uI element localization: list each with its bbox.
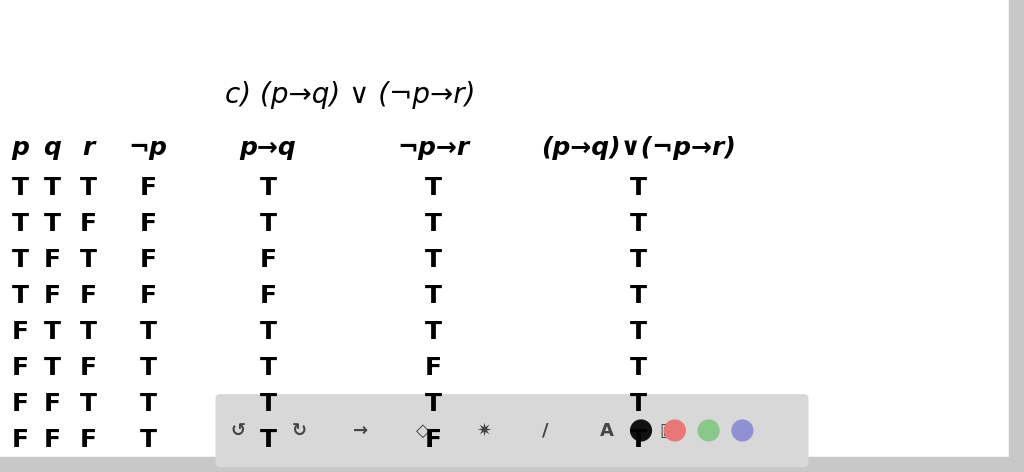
Text: F: F	[139, 248, 157, 272]
Text: F: F	[425, 356, 441, 380]
Text: T: T	[630, 320, 646, 344]
Text: F: F	[80, 284, 96, 308]
Text: F: F	[11, 356, 29, 380]
Text: r: r	[82, 136, 94, 160]
Text: F: F	[11, 320, 29, 344]
Text: T: T	[11, 284, 29, 308]
Text: F: F	[259, 248, 276, 272]
Text: T: T	[139, 392, 157, 416]
Circle shape	[732, 420, 753, 441]
Text: F: F	[80, 212, 96, 236]
Text: ✷: ✷	[476, 421, 492, 440]
Text: T: T	[11, 176, 29, 200]
Text: T: T	[630, 356, 646, 380]
Text: T: T	[43, 356, 60, 380]
Text: T: T	[425, 320, 441, 344]
Text: F: F	[43, 284, 60, 308]
Text: T: T	[80, 392, 96, 416]
Text: (p→q)∨(¬p→r): (p→q)∨(¬p→r)	[541, 136, 735, 160]
Text: ¬p→r: ¬p→r	[397, 136, 469, 160]
Text: F: F	[11, 392, 29, 416]
Text: F: F	[139, 212, 157, 236]
Text: ◇: ◇	[416, 421, 429, 440]
Text: T: T	[630, 284, 646, 308]
Text: T: T	[43, 176, 60, 200]
Text: T: T	[630, 428, 646, 452]
Text: p: p	[11, 136, 29, 160]
Circle shape	[631, 420, 651, 441]
Text: T: T	[630, 248, 646, 272]
Text: T: T	[11, 212, 29, 236]
Text: T: T	[630, 212, 646, 236]
Text: F: F	[425, 428, 441, 452]
Text: T: T	[259, 428, 276, 452]
Text: T: T	[43, 320, 60, 344]
Text: ¬p: ¬p	[129, 136, 168, 160]
Text: F: F	[139, 284, 157, 308]
Text: T: T	[425, 392, 441, 416]
Text: T: T	[259, 356, 276, 380]
Text: T: T	[80, 176, 96, 200]
Text: T: T	[425, 284, 441, 308]
Text: F: F	[43, 428, 60, 452]
Text: T: T	[425, 248, 441, 272]
Text: F: F	[11, 428, 29, 452]
Text: p→q: p→q	[240, 136, 296, 160]
Text: T: T	[425, 176, 441, 200]
Text: T: T	[80, 320, 96, 344]
Text: F: F	[259, 284, 276, 308]
Text: T: T	[139, 320, 157, 344]
Text: T: T	[259, 212, 276, 236]
Text: T: T	[139, 428, 157, 452]
Text: T: T	[11, 248, 29, 272]
Text: T: T	[80, 248, 96, 272]
Text: T: T	[630, 392, 646, 416]
Text: ▣: ▣	[659, 421, 677, 440]
Circle shape	[665, 420, 685, 441]
Bar	[1009, 0, 1024, 472]
Text: T: T	[139, 356, 157, 380]
Text: F: F	[43, 248, 60, 272]
Text: T: T	[630, 176, 646, 200]
Text: F: F	[80, 356, 96, 380]
Text: T: T	[43, 212, 60, 236]
Text: T: T	[259, 320, 276, 344]
Text: q: q	[43, 136, 61, 160]
Text: ↻: ↻	[292, 421, 307, 440]
Text: T: T	[425, 212, 441, 236]
Bar	[0, 457, 1024, 472]
Text: c) (p→q) ∨ (¬p→r): c) (p→q) ∨ (¬p→r)	[224, 81, 475, 109]
Text: A: A	[600, 421, 613, 440]
Text: T: T	[259, 176, 276, 200]
Text: →: →	[353, 421, 369, 440]
FancyBboxPatch shape	[216, 395, 808, 466]
Text: /: /	[542, 421, 549, 440]
Text: ↺: ↺	[230, 421, 246, 440]
Text: T: T	[259, 392, 276, 416]
Text: F: F	[80, 428, 96, 452]
Circle shape	[698, 420, 719, 441]
Text: F: F	[43, 392, 60, 416]
Text: F: F	[139, 176, 157, 200]
